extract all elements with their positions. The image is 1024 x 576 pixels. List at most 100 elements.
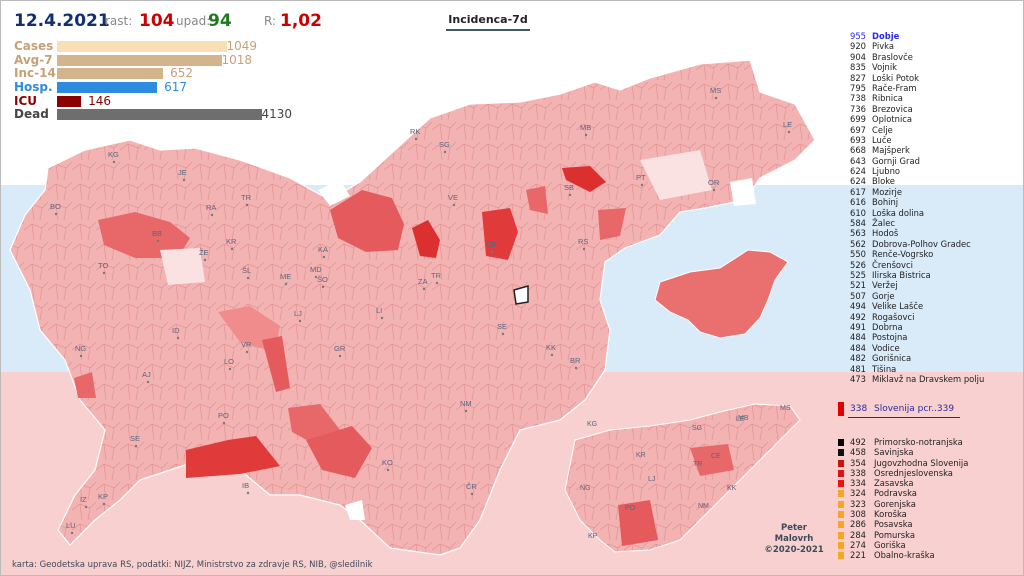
region-swatch [838,521,844,529]
region-swatch [838,459,844,467]
municipality-value: 481 [850,363,866,374]
municipality-name: Loška dolina [872,207,925,218]
region-swatch [838,469,844,477]
author-block: Peter Malovrh ©2020-2021 [758,523,830,556]
map-place-dot [714,96,718,100]
region-name: Posavska [874,519,913,530]
map-place-dot [470,492,474,496]
municipality-value: 738 [850,93,866,104]
map-place-dot [245,350,249,354]
decline-value: 94 [208,11,232,31]
municipality-patch-slovenska-bistrica [526,186,548,214]
municipality-name: Gornji Grad [872,155,920,166]
map-place-dot [54,212,58,216]
map-place-label: CE [486,240,496,249]
inset-place-label: CE [711,453,721,460]
region-swatch [838,552,844,560]
region-row: 286 Posavska [838,519,1024,529]
map-place-dot [79,354,83,358]
municipality-name: Luče [872,134,892,145]
bar-inc-14 [57,68,163,79]
municipality-row: 484 Vodice [838,343,1024,353]
municipality-name: Pivka [872,41,894,52]
map-place-dot [640,183,644,187]
region-value: 338 [850,467,866,478]
municipality-row: 562 Dobrova-Polhov Gradec [838,239,1024,249]
municipality-row: 616 Bohinj [838,197,1024,207]
municipality-row: 668 Majšperk [838,145,1024,155]
map-place-label: LI [376,306,382,315]
bar-value-avg-7: 1018 [221,53,252,67]
map-place-dot [582,247,586,251]
region-row: 323 Gorenjska [838,499,1024,509]
map-place-label: KG [108,150,119,159]
region-name: Jugovzhodna Slovenija [874,457,969,468]
municipality-value: 491 [850,321,866,332]
municipality-row: 492 Rogašovci [838,312,1024,322]
region-value: 323 [850,498,866,509]
municipality-patch-ilirska-bistrica [186,436,280,478]
municipality-patch-majsperk [562,166,606,192]
region-name: Zasavska [874,478,914,489]
municipality-name: Miklavž na Dravskem polju [872,373,985,384]
map-place-label: LJ [294,309,302,318]
bar-avg-7 [57,55,222,66]
map-place-dot [182,178,186,182]
map-place-label: PT [636,173,646,182]
bar-dead [57,109,262,120]
municipality-name: Renče-Vogrsko [872,249,934,260]
bar-hosp- [57,82,157,93]
municipality-value: 920 [850,41,866,52]
municipality-name: Veržej [872,280,898,291]
municipality-row: 526 Črenšovci [838,260,1024,270]
municipality-value: 693 [850,134,866,145]
region-value: 286 [850,519,866,530]
municipality-name: Postojna [872,332,908,343]
map-place-dot [246,491,250,495]
municipality-value: 473 [850,373,866,384]
bar-label-inc-14: Inc-14 [14,66,56,80]
municipality-row: 827 Loški Potok [838,73,1024,83]
municipality-name: Žalec [872,218,895,229]
inset-place-label: MS [780,405,791,412]
inset-place-label: MB [738,415,749,422]
map-place-dot [490,250,494,254]
region-swatch [838,449,844,457]
region-row: 492 Primorsko-notranjska [838,437,1024,447]
municipality-name: Rače-Fram [872,82,917,93]
municipality-value: 736 [850,103,866,114]
municipality-patch-loska-dolina [306,426,372,478]
map-place-dot [246,276,250,280]
municipality-name: Dobje [872,31,900,41]
map-place-label: AJ [142,370,151,379]
municipality-patch-light-ne [640,150,712,200]
inset-place-label: KR [636,452,646,459]
map-place-dot [452,203,456,207]
map-place-label: IB [242,481,249,490]
map-place-label: KK [546,343,556,352]
municipality-name: Rogašovci [872,311,915,322]
municipality-value: 484 [850,332,866,343]
region-swatch [838,500,844,508]
municipality-value: 525 [850,269,866,280]
regions-inset-primorsko-notranjska [618,500,658,546]
municipality-name: Gorišnica [872,353,912,364]
municipality-name: Bloke [872,176,895,187]
municipality-value: 699 [850,114,866,125]
municipality-value: 563 [850,228,866,239]
map-place-dot [435,281,439,285]
region-swatch [838,480,844,488]
region-row: 458 Savinjska [838,447,1024,457]
map-place-dot [245,203,249,207]
map-place-label: LU [66,521,76,530]
inset-place-label: KP [588,533,598,540]
municipality-row: 624 Bloke [838,176,1024,186]
region-name: Osrednjeslovenska [874,467,953,478]
bar-value-icu: 146 [88,94,111,108]
bar-label-icu: ICU [14,94,38,108]
municipality-value: 904 [850,51,866,62]
municipality-value: 521 [850,280,866,291]
municipality-name: Braslovče [872,51,913,62]
map-title: Incidenca-7d [446,13,530,31]
